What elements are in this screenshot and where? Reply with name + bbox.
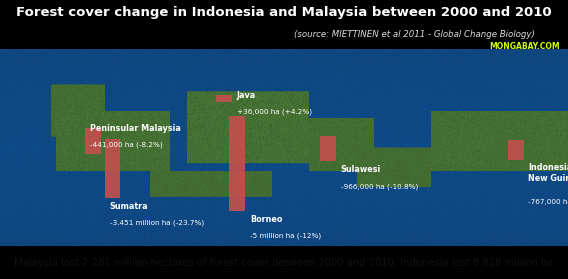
Text: Java: Java — [237, 91, 256, 100]
Text: Peninsular Malaysia: Peninsular Malaysia — [90, 124, 181, 133]
Text: -441,000 ha (-8.2%): -441,000 ha (-8.2%) — [90, 142, 162, 148]
Text: Indonesian
New Guinea: Indonesian New Guinea — [528, 163, 568, 183]
Bar — [508, 140, 524, 160]
Text: +36,000 ha (+4.2%): +36,000 ha (+4.2%) — [237, 109, 312, 115]
Text: -3.451 million ha (-23.7%): -3.451 million ha (-23.7%) — [110, 220, 204, 226]
Text: -5 million ha (-12%): -5 million ha (-12%) — [250, 232, 321, 239]
Text: (source: MIETTINEN et al 2011 - Global Change Biology): (source: MIETTINEN et al 2011 - Global C… — [294, 30, 535, 39]
Text: MONGABAY.COM: MONGABAY.COM — [489, 42, 559, 51]
Bar — [216, 95, 232, 102]
Text: Borneo: Borneo — [250, 215, 282, 223]
Text: Sulawesi: Sulawesi — [341, 165, 381, 174]
Bar — [229, 116, 245, 211]
Text: -966,000 ha (-10.8%): -966,000 ha (-10.8%) — [341, 183, 418, 190]
Text: Sumatra: Sumatra — [110, 202, 148, 211]
Text: Malaysia lost 2.281 million hectares of forest cover between 2000 and 2010; Indo: Malaysia lost 2.281 million hectares of … — [14, 258, 554, 268]
Bar — [320, 136, 336, 162]
Bar — [85, 128, 101, 154]
Text: -767,000 ha (-2.4%): -767,000 ha (-2.4%) — [528, 199, 568, 205]
Bar — [105, 139, 120, 198]
Text: Forest cover change in Indonesia and Malaysia between 2000 and 2010: Forest cover change in Indonesia and Mal… — [16, 6, 552, 19]
